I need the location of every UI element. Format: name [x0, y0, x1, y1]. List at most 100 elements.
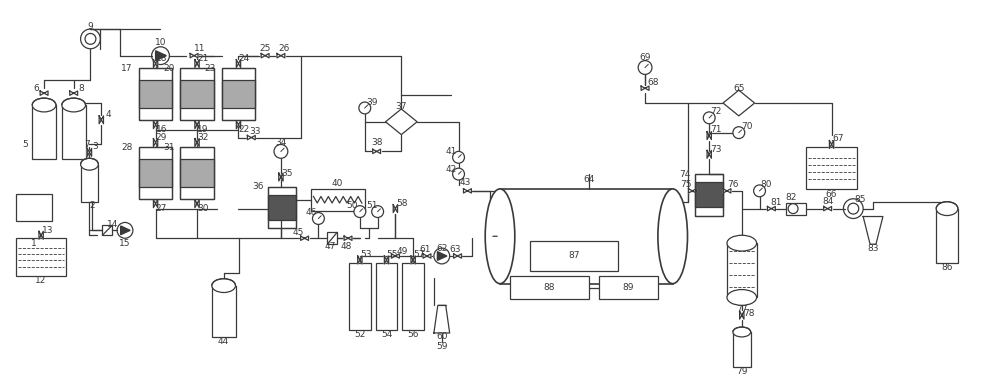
- Polygon shape: [153, 60, 158, 68]
- Bar: [530, 241, 618, 271]
- Polygon shape: [454, 254, 462, 258]
- Text: 85: 85: [854, 195, 866, 204]
- Polygon shape: [70, 91, 78, 95]
- Text: 35: 35: [281, 169, 293, 178]
- Ellipse shape: [485, 189, 515, 284]
- Text: 16: 16: [156, 125, 167, 134]
- Text: 19: 19: [197, 125, 209, 134]
- Text: 77: 77: [736, 305, 748, 314]
- Bar: [139, 147, 172, 199]
- Polygon shape: [39, 231, 43, 239]
- Text: 49: 49: [397, 246, 408, 256]
- Text: 10: 10: [155, 38, 166, 47]
- Text: 24: 24: [239, 54, 250, 63]
- Text: 44: 44: [218, 337, 229, 346]
- Bar: [268, 187, 296, 228]
- Bar: [16, 194, 52, 222]
- Text: 55: 55: [387, 249, 398, 259]
- Bar: [139, 68, 172, 120]
- Text: 54: 54: [381, 330, 392, 339]
- Bar: [786, 203, 806, 215]
- Bar: [222, 68, 255, 120]
- Polygon shape: [153, 121, 158, 129]
- Polygon shape: [301, 236, 309, 240]
- Bar: [268, 195, 296, 220]
- Polygon shape: [87, 149, 92, 156]
- Text: 52: 52: [354, 330, 366, 339]
- Bar: [349, 263, 371, 330]
- Polygon shape: [688, 189, 696, 193]
- Text: 9: 9: [88, 22, 93, 31]
- Text: 23: 23: [204, 64, 216, 73]
- Text: 36: 36: [253, 183, 264, 191]
- Text: 22: 22: [239, 125, 250, 134]
- Text: 71: 71: [710, 125, 722, 134]
- Text: 26: 26: [278, 44, 290, 53]
- Circle shape: [434, 248, 450, 264]
- Bar: [180, 80, 214, 108]
- Text: 75: 75: [680, 180, 691, 189]
- Text: 69: 69: [639, 53, 651, 62]
- Circle shape: [372, 206, 384, 217]
- Text: 40: 40: [331, 180, 343, 189]
- Polygon shape: [195, 121, 199, 129]
- Text: 78: 78: [743, 309, 754, 318]
- Bar: [500, 189, 673, 284]
- Text: 58: 58: [397, 199, 408, 208]
- Text: 38: 38: [371, 138, 382, 147]
- Text: 51: 51: [366, 201, 377, 210]
- Bar: [180, 147, 214, 199]
- Polygon shape: [277, 54, 285, 58]
- Ellipse shape: [658, 189, 688, 284]
- Bar: [733, 332, 751, 367]
- Text: 67: 67: [833, 134, 844, 143]
- Text: 62: 62: [436, 243, 447, 253]
- Text: 32: 32: [197, 133, 209, 142]
- Polygon shape: [386, 109, 417, 135]
- Bar: [327, 232, 337, 244]
- Polygon shape: [195, 200, 199, 208]
- Bar: [62, 105, 86, 159]
- Circle shape: [354, 206, 366, 217]
- Ellipse shape: [936, 202, 958, 215]
- Polygon shape: [121, 226, 130, 235]
- Text: 21: 21: [197, 54, 209, 63]
- Polygon shape: [707, 150, 711, 158]
- Circle shape: [638, 60, 652, 74]
- Text: 86: 86: [941, 263, 953, 272]
- Bar: [806, 147, 857, 189]
- Polygon shape: [373, 149, 381, 153]
- Text: 25: 25: [259, 44, 271, 53]
- Circle shape: [703, 112, 715, 124]
- Ellipse shape: [733, 327, 751, 337]
- Text: 18: 18: [156, 54, 167, 63]
- Circle shape: [359, 102, 371, 114]
- Text: 63: 63: [450, 245, 461, 254]
- Circle shape: [843, 199, 863, 218]
- Text: 47: 47: [325, 242, 336, 251]
- Ellipse shape: [727, 235, 757, 251]
- Text: 8: 8: [79, 84, 84, 93]
- Text: 17: 17: [121, 64, 133, 73]
- Text: 27: 27: [156, 204, 167, 213]
- Text: 60: 60: [436, 332, 448, 341]
- Bar: [180, 159, 214, 187]
- Text: 73: 73: [710, 145, 722, 154]
- Polygon shape: [723, 189, 731, 193]
- Bar: [139, 80, 172, 108]
- Polygon shape: [829, 141, 834, 149]
- Text: 43: 43: [460, 178, 471, 187]
- Text: 11: 11: [194, 44, 206, 53]
- Text: 46: 46: [306, 208, 317, 217]
- Text: 2: 2: [89, 201, 95, 210]
- Text: 80: 80: [761, 180, 772, 189]
- Bar: [727, 243, 757, 297]
- Text: 81: 81: [771, 198, 782, 207]
- Circle shape: [453, 168, 464, 180]
- Polygon shape: [195, 60, 199, 68]
- Bar: [695, 174, 723, 215]
- Text: 83: 83: [867, 243, 879, 253]
- Text: 82: 82: [785, 193, 797, 202]
- Text: 4: 4: [105, 110, 111, 119]
- Text: 50: 50: [346, 201, 358, 210]
